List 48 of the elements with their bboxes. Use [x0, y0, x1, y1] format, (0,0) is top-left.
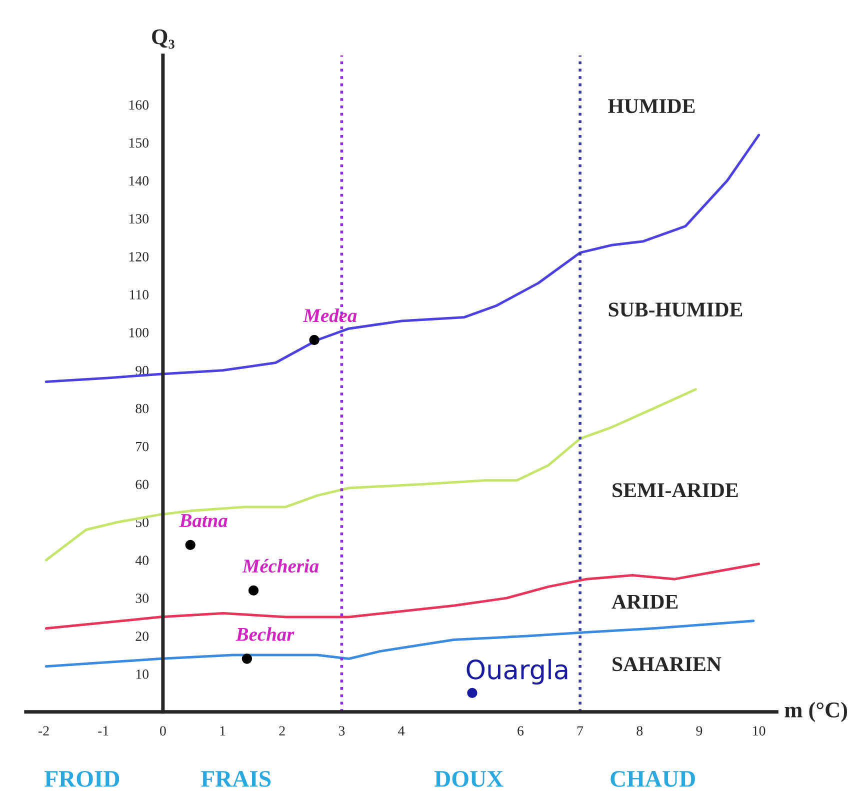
y-tick-label: 20	[136, 632, 149, 641]
point	[185, 540, 196, 550]
x-tick-label: 10	[753, 726, 766, 736]
text: FROID	[44, 770, 120, 787]
y-tick-label: 60	[136, 480, 149, 490]
y-tick-label: 30	[136, 594, 149, 604]
point	[248, 585, 259, 596]
y-tick-label: 150	[129, 138, 149, 148]
text: FRAIS	[201, 770, 271, 787]
y-tick-label: 10	[136, 670, 149, 679]
y-tick-label: 40	[135, 556, 149, 566]
annotation: Bechar	[236, 627, 294, 641]
x-tick-label: 7	[578, 726, 584, 736]
x-axis-title: m (°C)	[784, 702, 848, 722]
point	[242, 654, 252, 664]
y-tick-label: 110	[130, 290, 149, 300]
annotation: Medea	[302, 308, 357, 322]
y-tick-label: 120	[129, 252, 149, 262]
x-tick-label: 4	[398, 726, 405, 736]
point	[467, 688, 478, 698]
x-tick-label: 3	[338, 726, 345, 736]
x-tick-label: 2	[279, 726, 285, 736]
annotation: SUB-HUMIDE	[608, 302, 742, 317]
x-tick-label: -1	[98, 726, 108, 736]
text: CHAUD	[610, 770, 695, 787]
point	[309, 334, 320, 346]
annotation: Batna	[179, 514, 228, 528]
y-tick-label: 100	[129, 328, 149, 338]
annotation: Mécheria	[242, 558, 319, 573]
x-tick-label: -2	[38, 726, 49, 736]
annotation: Ouargla	[466, 659, 568, 685]
annotation: ARIDE	[612, 594, 678, 609]
y-tick-label: 80	[136, 404, 149, 414]
annotation: SAHARIEN	[612, 657, 722, 672]
x-tick-label: 0	[160, 726, 166, 736]
annotation: SEMI-ARIDE	[612, 483, 738, 498]
x-tick-label: 6	[518, 726, 524, 736]
y-tick-label: 160	[129, 100, 149, 110]
line-series	[44, 134, 760, 383]
x-tick-label: 9	[696, 726, 702, 736]
y-tick-label: 140	[129, 176, 149, 186]
text: DOUX	[434, 770, 504, 787]
x-tick-label: 8	[636, 726, 643, 736]
y-tick-label: 70	[136, 442, 149, 452]
x-tick-label: 1	[220, 726, 226, 736]
y-tick-label: 130	[129, 214, 149, 224]
y-axis-title: Q₃	[152, 29, 174, 49]
annotation: HUMIDE	[608, 99, 695, 114]
